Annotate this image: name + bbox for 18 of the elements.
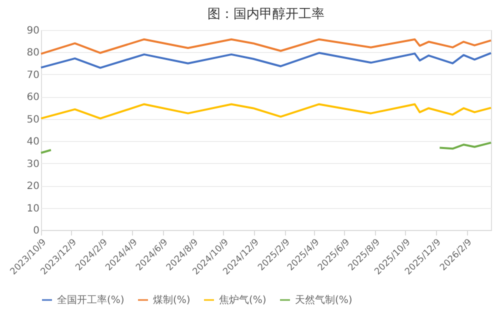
line-series — [40, 38, 492, 55]
y-tick-label: 60 — [26, 92, 40, 104]
y-tick-label: 30 — [26, 158, 40, 170]
chart-title: 图：国内甲醇开工率 — [208, 6, 324, 22]
legend-label: 焦炉气(%) — [219, 294, 266, 306]
y-tick-label: 20 — [26, 181, 40, 192]
y-tick-label: 50 — [26, 114, 40, 126]
y-tick-label: 80 — [26, 48, 40, 59]
y-tick-label: 10 — [26, 203, 40, 214]
legend-label: 全国开工率(%) — [57, 294, 124, 306]
legend-label: 煤制(%) — [153, 294, 190, 306]
y-tick-label: 70 — [26, 70, 40, 81]
line-series — [40, 103, 492, 120]
y-tick-label: 90 — [26, 26, 40, 36]
legend-label: 天然气制(%) — [295, 294, 352, 306]
y-tick-label: 0 — [33, 226, 40, 236]
y-tick-label: 40 — [26, 136, 40, 148]
line-series — [40, 52, 492, 69]
